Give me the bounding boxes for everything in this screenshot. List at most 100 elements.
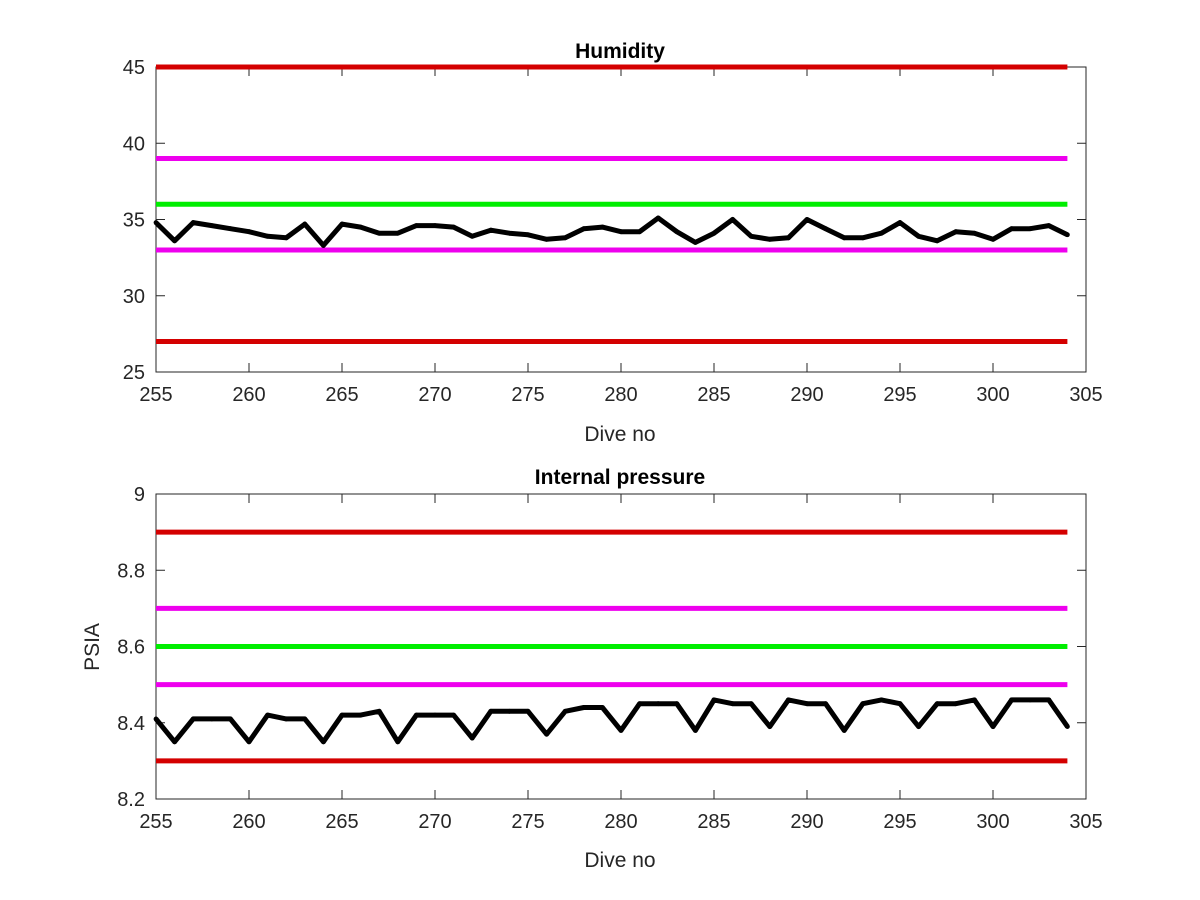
humidity-data-point [190, 220, 196, 225]
humidity-data-point [1027, 226, 1033, 232]
internal-pressure-data-point [693, 727, 698, 733]
internal-pressure-x-tick-label: 285 [697, 811, 730, 833]
internal-pressure-x-tick-label: 260 [232, 811, 265, 833]
humidity-data-point [748, 233, 754, 239]
internal-pressure-title: Internal pressure [535, 466, 705, 489]
humidity-x-axis-label: Dive no [584, 423, 655, 446]
humidity-x-tick-label: 265 [325, 384, 358, 406]
humidity-plot: 255 260 265 270 275 280 285 290 295 300 305 25 30 35 4… [123, 40, 1103, 446]
internal-pressure-data-point [841, 727, 847, 733]
humidity-data-point [711, 230, 717, 236]
internal-pressure-x-tick-label: 295 [883, 811, 916, 833]
humidity-data-point [637, 229, 642, 235]
internal-pressure-data-point [767, 724, 773, 729]
humidity-data-point [897, 220, 903, 225]
internal-pressure-data-point [637, 701, 642, 707]
internal-pressure-data-point [1027, 697, 1033, 703]
internal-pressure-data-point [209, 716, 215, 722]
humidity-data-point [414, 223, 419, 229]
humidity-x-tick-label: 285 [697, 384, 730, 406]
internal-pressure-data-point [376, 708, 382, 714]
humidity-data-point [469, 233, 475, 239]
humidity-data-point [507, 230, 512, 236]
internal-pressure-data-point [730, 701, 735, 707]
internal-pressure-x-tick-label: 275 [511, 811, 544, 833]
humidity-data-point [730, 217, 735, 222]
internal-pressure-data-point [823, 701, 828, 707]
humidity-data-point [767, 236, 773, 242]
humidity-data-point [972, 230, 977, 236]
internal-pressure-data-point [451, 712, 456, 718]
humidity-data-line [154, 215, 1069, 248]
internal-pressure-data-point [879, 697, 884, 703]
internal-pressure-x-tick-label: 305 [1069, 811, 1102, 833]
internal-pressure-data-point [562, 708, 568, 714]
humidity-data-point [804, 217, 810, 222]
internal-pressure-data-point [283, 716, 289, 722]
internal-pressure-x-tick-label: 255 [139, 811, 172, 833]
humidity-data-point [1009, 226, 1014, 232]
internal-pressure-data-point [618, 727, 624, 733]
internal-pressure-y-tick-label: 8.6 [117, 637, 145, 659]
humidity-data-point [1046, 223, 1052, 229]
internal-pressure-data-point [897, 701, 903, 707]
internal-pressure-data-point [488, 708, 494, 714]
internal-pressure-y-tick-label: 8.4 [117, 713, 145, 735]
internal-pressure-x-tick-label: 300 [976, 811, 1009, 833]
humidity-data-point [860, 235, 866, 241]
humidity-data-point [172, 238, 178, 244]
humidity-data-point [153, 220, 159, 225]
internal-pressure-data-point [246, 739, 252, 745]
internal-pressure-data-point [655, 701, 661, 707]
internal-pressure-x-tick-label: 265 [325, 811, 358, 833]
humidity-data-point [581, 226, 587, 232]
internal-pressure-data-point [153, 716, 159, 722]
internal-pressure-data-point [339, 712, 345, 718]
internal-pressure-x-axis-label: Dive no [584, 849, 655, 872]
internal-pressure-data-point [1046, 697, 1052, 703]
humidity-data-point [934, 238, 940, 244]
humidity-data-point [283, 235, 289, 241]
internal-pressure-data-point [1065, 724, 1070, 729]
humidity-data-point [953, 229, 959, 235]
humidity-data-point [544, 236, 549, 242]
internal-pressure-data-point [432, 712, 438, 718]
internal-pressure-data-point [265, 712, 270, 718]
humidity-data-point [395, 230, 401, 236]
internal-pressure-data-point [916, 724, 921, 729]
humidity-data-point [302, 221, 308, 227]
humidity-x-tick-label: 305 [1069, 384, 1102, 406]
internal-pressure-data-point [674, 701, 680, 707]
internal-pressure-data-point [395, 739, 401, 745]
humidity-data-point [618, 229, 624, 235]
internal-pressure-data-point [525, 708, 531, 714]
humidity-data-point [488, 227, 494, 233]
humidity-data-point [655, 215, 661, 221]
humidity-data-point [432, 223, 438, 229]
internal-pressure-data-point [1009, 697, 1014, 703]
internal-pressure-data-point [934, 701, 940, 707]
humidity-data-point [1065, 232, 1070, 238]
humidity-x-tick-label: 270 [418, 384, 451, 406]
internal-pressure-data-point [358, 712, 363, 718]
humidity-data-point [879, 230, 884, 236]
humidity-title: Humidity [575, 40, 665, 63]
internal-pressure-y-tick-label: 8.8 [117, 560, 145, 582]
humidity-data-point [841, 235, 847, 241]
humidity-data-point [209, 223, 215, 229]
humidity-data-point [339, 221, 345, 227]
internal-pressure-data-point [990, 724, 996, 729]
internal-pressure-data-point [172, 739, 178, 745]
humidity-data-point [376, 230, 382, 236]
internal-pressure-data-point [804, 701, 810, 707]
internal-pressure-data-point [321, 739, 326, 745]
internal-pressure-data-point [507, 708, 512, 714]
humidity-x-tick-label: 260 [232, 384, 265, 406]
humidity-data-point [451, 224, 456, 230]
internal-pressure-data-line [154, 697, 1070, 745]
humidity-data-point [525, 232, 531, 238]
internal-pressure-data-point [414, 712, 419, 718]
internal-pressure-data-point [228, 716, 233, 722]
